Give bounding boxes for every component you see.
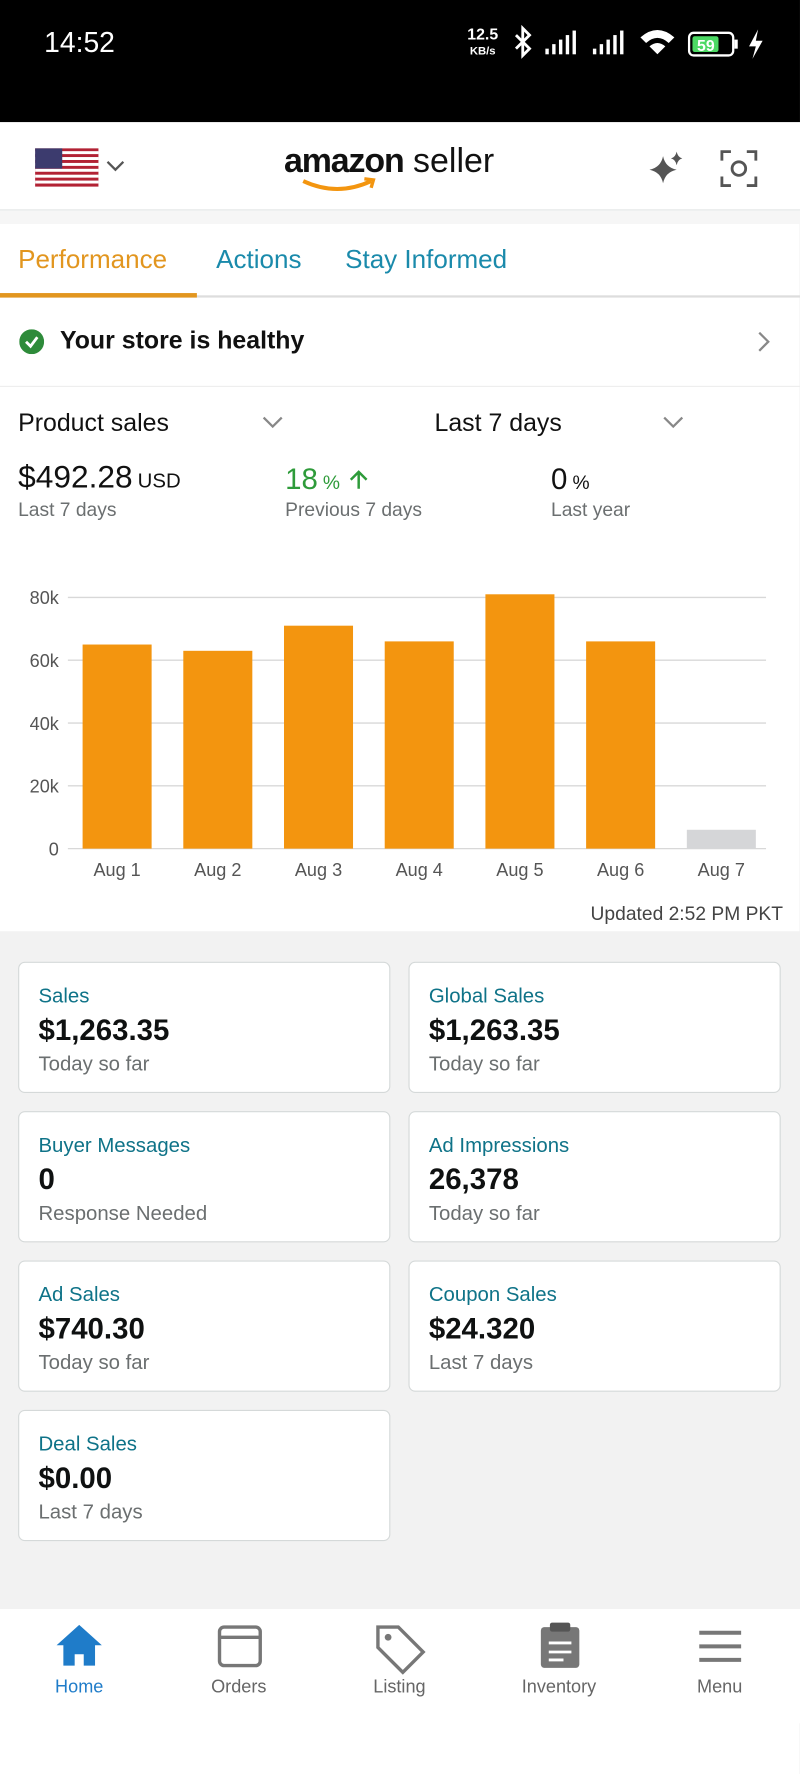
tab-divider [0,295,800,298]
y-tick-label: 60k [30,651,60,671]
battery-level: 59 [697,36,715,55]
network-speed: 12.5 KB/s [467,24,499,59]
x-tick-label: Aug 5 [496,860,543,880]
logo-smile [302,177,376,191]
tab[interactable]: Stay Informed [345,244,508,274]
unit: % [322,471,341,494]
card-label: Deal Sales [38,1432,137,1456]
nav-item[interactable]: Home [55,1678,104,1698]
card-value: 26,378 [428,1162,519,1196]
card-label: Sales [38,984,90,1008]
y-tick-label: 20k [30,777,60,797]
time: 14:52 [44,27,115,59]
x-tick-label: Aug 4 [396,860,443,880]
card-caption: Today so far [38,1052,150,1075]
x-tick-label: Aug 1 [93,860,140,880]
card-value: $740.30 [38,1311,145,1346]
bar [82,644,152,849]
card-label: Global Sales [428,984,545,1008]
summary-caption: Previous 7 days [285,498,422,521]
card-caption: Today so far [38,1351,150,1374]
nav-item[interactable]: Orders [211,1678,267,1698]
tab-indicator [0,293,197,298]
value: $492.28 [18,459,133,495]
bar [485,594,555,849]
unit: USD [137,469,181,493]
card-caption: Today so far [428,1052,540,1075]
status-bar [0,0,800,123]
card-caption: Last 7 days [428,1351,534,1374]
speed-unit: KB/s [469,45,496,58]
status-icons [514,24,763,59]
card-label: Buyer Messages [38,1133,191,1157]
dropdown-arrow [262,416,283,429]
x-tick-label: Aug 2 [194,860,241,880]
y-tick-label: 40k [30,714,60,734]
metric-card[interactable]: Coupon Sales $24.320 Last 7 days [408,1260,781,1392]
speed: 12.5 [467,24,499,43]
nav-item[interactable]: Listing [373,1678,426,1698]
header-icons[interactable] [647,147,760,190]
metric-card[interactable]: Global Sales $1,263.35 Today so far [408,961,781,1094]
bar [586,641,656,849]
dropdown-arrow [663,416,684,429]
metric-card[interactable]: Ad Sales $740.30 Today so far [18,1260,391,1392]
y-tick-label: 0 [49,839,59,859]
metric-card[interactable]: Deal Sales $0.00 Last 7 days [18,1409,391,1542]
sales-chart: 0 20k 40k 60k 80k Aug 1 Aug 2 Aug 3 Aug 4 Aug 5 Au… [30,588,767,880]
card-value: $1,263.35 [38,1012,170,1047]
country-flag[interactable] [35,148,131,187]
updated-time: Updated 2:52 PM PKT [590,902,783,925]
bar [384,641,454,849]
card-value: $0.00 [38,1460,113,1495]
period-selector[interactable]: Last 7 days [434,408,562,437]
nav-item[interactable]: Menu [696,1678,743,1698]
card-value: $1,263.35 [428,1012,560,1047]
store-status[interactable]: Your store is healthy [59,325,305,355]
x-tick-label: Aug 3 [295,860,342,880]
check-icon [19,329,45,355]
metric-selector[interactable]: Product sales [18,408,169,437]
unit: % [572,471,590,494]
card-value: 0 [38,1162,55,1196]
x-tick-label: Aug 6 [597,860,644,880]
tab-active[interactable]: Performance [18,244,168,274]
card-label: Ad Impressions [428,1133,570,1157]
y-tick-label: 80k [30,588,60,608]
spacer [0,210,800,225]
card-caption: Response Needed [38,1201,208,1225]
logo: amazon seller [284,143,494,181]
tab[interactable]: Actions [216,244,302,274]
bar [284,625,354,849]
x-tick-label: Aug 7 [698,860,745,880]
metric-card[interactable]: Buyer Messages 0 Response Needed [18,1111,391,1243]
summary-value: 18 % [285,462,340,497]
value: 0 [551,461,568,496]
logo-primary: amazon [284,142,405,180]
summary-value: 0 % [551,462,590,497]
summary-caption: Last year [551,498,631,521]
metric-card[interactable]: Sales $1,263.35 Today so far [18,961,391,1094]
metric-card[interactable]: Ad Impressions 26,378 Today so far [408,1111,781,1243]
divider [0,385,800,387]
value: 18 [285,461,318,496]
card-label: Coupon Sales [428,1283,557,1306]
card-caption: Last 7 days [38,1500,143,1523]
nav-item[interactable]: Inventory [521,1678,597,1698]
card-caption: Today so far [428,1201,540,1225]
summary-caption: Last 7 days [18,498,117,521]
logo-secondary: seller [413,142,495,180]
card-label: Ad Sales [38,1283,120,1306]
bar [183,650,253,849]
chevron-right [758,331,770,352]
up-arrow [349,470,368,489]
cards-area: Sales $1,263.35 Today so far Global Sales $1… [0,931,800,1609]
bar [686,829,756,849]
nav-icons [56,1622,742,1675]
summary-value: $492.28 USD [18,459,181,495]
card-value: $24.320 [428,1311,536,1346]
